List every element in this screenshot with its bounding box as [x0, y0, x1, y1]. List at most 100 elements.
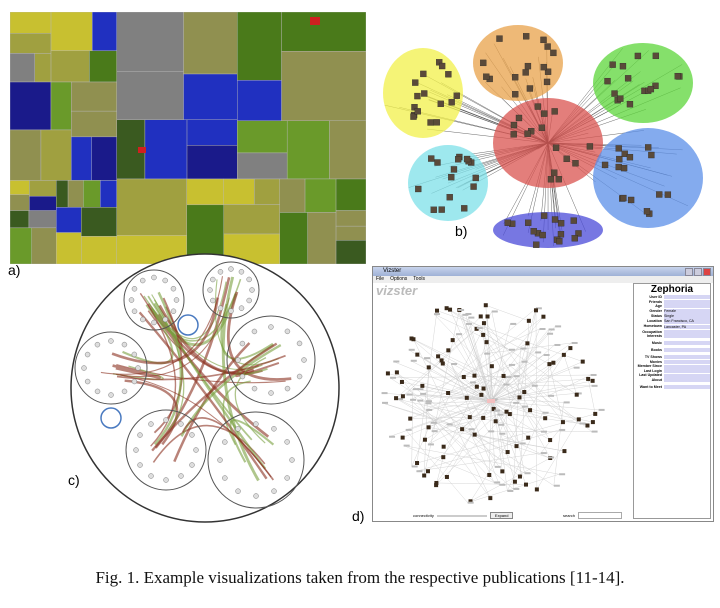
profile-node	[408, 416, 413, 421]
photo-node	[438, 62, 446, 70]
panel-label-a: a)	[8, 262, 21, 278]
treemap-cell	[116, 12, 184, 72]
graph-edge	[476, 327, 510, 350]
photo-node	[543, 78, 551, 86]
graph-edge	[553, 402, 564, 486]
minimize-button[interactable]	[685, 268, 693, 276]
profile-field-value	[664, 385, 710, 390]
expand-button[interactable]: Expand	[489, 512, 514, 519]
search-input[interactable]	[578, 512, 623, 519]
photo-node	[547, 176, 555, 183]
bundled-edge	[138, 311, 268, 480]
profile-node	[526, 435, 531, 440]
graph-edge	[425, 400, 492, 404]
name-node	[521, 360, 528, 363]
profile-node	[420, 383, 425, 388]
profile-field-value	[664, 341, 710, 346]
treemap-cell	[71, 110, 118, 138]
name-node	[382, 401, 389, 404]
name-node	[488, 430, 495, 433]
name-node	[524, 472, 531, 475]
leaf-node	[296, 373, 303, 380]
profile-field-label: Books	[651, 348, 662, 353]
photo-node	[470, 183, 477, 190]
profile-field: Last Login	[634, 369, 710, 374]
name-node	[542, 411, 549, 414]
treemap-cell	[237, 152, 288, 180]
leaf-node	[238, 269, 245, 275]
graph-edge	[410, 416, 470, 419]
treemap-cell	[281, 51, 366, 121]
graph-edge	[395, 328, 477, 399]
profile-field: Movies	[634, 360, 710, 365]
photo-node	[540, 63, 547, 71]
cluster-circle	[123, 269, 185, 331]
leaf-node	[131, 308, 138, 314]
graph-edge	[416, 429, 560, 472]
profile-field-value	[664, 359, 710, 364]
name-node	[425, 402, 432, 405]
photo-node	[504, 219, 511, 226]
graph-edge	[462, 314, 492, 402]
leaf-node	[151, 319, 157, 326]
graph-edge	[499, 433, 549, 458]
photo-node	[510, 131, 517, 138]
profile-panel: Zephoria User ID Friends Age Gender Female St…	[633, 283, 711, 519]
name-node	[590, 373, 597, 376]
connectivity-control: connectivity Expand	[413, 512, 514, 519]
name-node	[494, 409, 501, 412]
graph-edge	[521, 406, 542, 432]
leaf-node	[284, 385, 291, 392]
name-node	[555, 325, 562, 328]
profile-node	[585, 423, 590, 428]
profile-node	[590, 378, 595, 383]
menu-options[interactable]: Options	[390, 276, 408, 282]
leaf-node	[268, 324, 274, 330]
treemap-cell	[237, 80, 282, 121]
leaf-node	[163, 417, 169, 423]
search-label: search	[563, 513, 576, 518]
profile-node	[525, 341, 530, 346]
photo-node	[656, 191, 663, 198]
profile-field-value: Female	[664, 309, 710, 314]
graph-edge	[403, 445, 500, 485]
bundled-edge	[122, 308, 174, 365]
graph-edge	[507, 412, 543, 492]
social-network-graph[interactable]	[373, 283, 631, 511]
profile-node	[526, 318, 531, 323]
profile-field-value	[664, 334, 710, 339]
bundled-edge	[112, 364, 162, 379]
treemap-cell	[10, 194, 30, 211]
name-node	[513, 487, 520, 490]
close-button[interactable]	[703, 268, 711, 276]
graph-edge	[427, 400, 492, 472]
photo-node	[619, 62, 627, 70]
profile-node	[422, 473, 427, 478]
graph-edge	[405, 385, 532, 431]
leaf-node	[301, 357, 307, 363]
leaf-node	[133, 447, 139, 453]
graph-edge	[490, 362, 554, 402]
name-node	[416, 470, 423, 473]
leaf-node	[131, 378, 138, 385]
profile-node	[394, 396, 399, 401]
profile-field-label: Gender	[649, 308, 662, 313]
profile-field: Occupation	[634, 330, 710, 335]
name-node	[540, 452, 547, 455]
leaf-node	[94, 388, 101, 395]
connectivity-slider[interactable]	[436, 514, 487, 517]
photo-node	[512, 91, 519, 98]
profile-node	[561, 352, 566, 357]
leaf-node	[246, 276, 252, 283]
photo-node	[571, 235, 578, 242]
treemap-cell	[28, 210, 57, 229]
name-node	[598, 408, 605, 411]
treemap-cell	[186, 119, 238, 146]
profile-field-label: Hometown	[643, 324, 662, 329]
name-node	[535, 351, 542, 354]
maximize-button[interactable]	[694, 268, 702, 276]
treemap-cell	[186, 145, 238, 180]
menu-tools[interactable]: Tools	[413, 276, 425, 282]
profile-field-label: User ID	[649, 295, 662, 299]
menu-file[interactable]: File	[376, 276, 385, 282]
